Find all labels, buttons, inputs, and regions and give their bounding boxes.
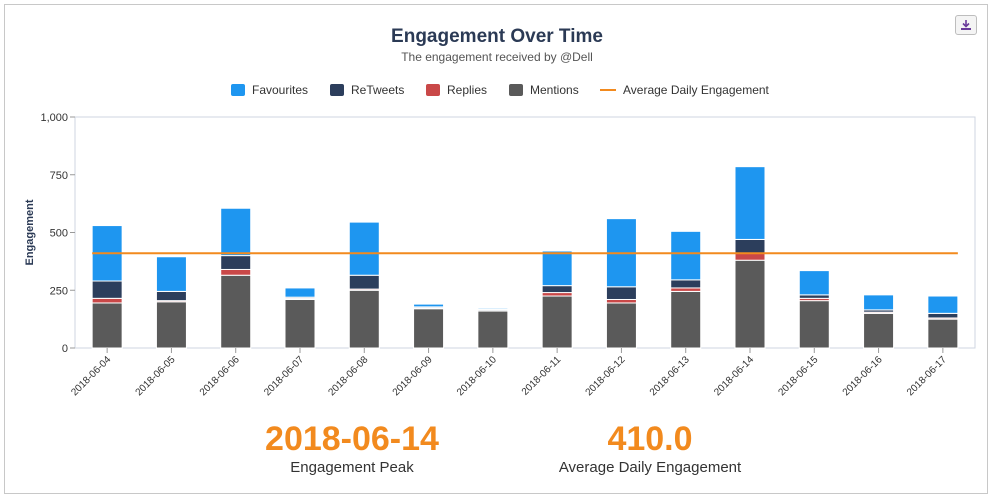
- bar-favourites-2018-06-10: [477, 307, 509, 310]
- bar-favourites-2018-06-15: [798, 270, 830, 296]
- chart-subtitle: The engagement received by @Dell: [401, 50, 593, 64]
- bar-favourites-2018-06-14: [734, 166, 766, 240]
- bar-mentions-2018-06-15: [798, 300, 830, 349]
- bar-mentions-2018-06-13: [670, 290, 702, 349]
- x-tick-label: 2018-06-15: [776, 354, 820, 398]
- legend-label-replies: Replies: [447, 83, 488, 97]
- legend-label-average: Average Daily Engagement: [623, 83, 769, 97]
- y-axis-title: Engagement: [24, 199, 36, 265]
- bar-replies-2018-06-06: [220, 268, 252, 276]
- bar-mentions-2018-06-04: [91, 302, 123, 349]
- bar-retweets-2018-06-11: [541, 285, 573, 294]
- bar-mentions-2018-06-10: [477, 310, 509, 349]
- x-tick-label: 2018-06-05: [134, 354, 178, 398]
- bar-mentions-2018-06-12: [605, 302, 637, 349]
- chart-legend: Favourites ReTweets Replies Mentions Ave…: [0, 82, 994, 98]
- x-tick-label: 2018-06-09: [391, 354, 435, 398]
- y-tick-label: 500: [50, 228, 68, 240]
- legend-swatch-favourites: [231, 84, 245, 96]
- x-tick-label: 2018-06-12: [584, 354, 628, 398]
- bar-replies-2018-06-13: [670, 287, 702, 292]
- kpi-average-value: 410.0: [607, 420, 693, 458]
- bar-replies-2018-06-11: [541, 292, 573, 297]
- legend-item-retweets[interactable]: ReTweets: [330, 82, 404, 98]
- legend-swatch-replies: [426, 84, 440, 96]
- legend-item-favourites[interactable]: Favourites: [231, 82, 308, 98]
- bar-mentions-2018-06-07: [284, 298, 316, 349]
- bar-retweets-2018-06-15: [798, 294, 830, 299]
- bar-favourites-2018-06-06: [220, 207, 252, 257]
- bar-favourites-2018-06-08: [348, 221, 380, 276]
- bar-mentions-2018-06-14: [734, 259, 766, 349]
- x-tick-label: 2018-06-17: [905, 354, 949, 398]
- bar-favourites-2018-06-09: [413, 303, 445, 308]
- bar-mentions-2018-06-06: [220, 274, 252, 349]
- legend-label-mentions: Mentions: [530, 83, 579, 97]
- bar-mentions-2018-06-16: [863, 312, 895, 349]
- kpi-peak-label: Engagement Peak: [290, 459, 414, 476]
- legend-swatch-retweets: [330, 84, 344, 96]
- x-tick-label: 2018-06-10: [455, 354, 499, 398]
- bar-retweets-2018-06-05: [155, 290, 187, 302]
- legend-swatch-mentions: [509, 84, 523, 96]
- legend-item-mentions[interactable]: Mentions: [509, 82, 579, 98]
- y-tick-label: 250: [50, 285, 68, 297]
- bar-mentions-2018-06-11: [541, 295, 573, 349]
- bar-favourites-2018-06-05: [155, 256, 187, 292]
- engagement-chart: 0 250 500 750 1,000 Engagement 2018-06-04 2018-…: [24, 112, 976, 398]
- download-button[interactable]: [955, 15, 977, 35]
- bar-retweets-2018-06-17: [927, 312, 959, 319]
- bar-favourites-2018-06-17: [927, 295, 959, 314]
- x-tick-label: 2018-06-08: [326, 354, 370, 398]
- bar-retweets-2018-06-12: [605, 286, 637, 300]
- legend-item-average-daily-engagement[interactable]: Average Daily Engagement: [600, 82, 769, 98]
- plot-area: [74, 116, 976, 349]
- x-tick-label: 2018-06-13: [648, 354, 692, 398]
- legend-item-replies[interactable]: Replies: [426, 82, 487, 98]
- legend-label-favourites: Favourites: [252, 83, 309, 97]
- chart-title: Engagement Over Time: [391, 26, 603, 47]
- bar-retweets-2018-06-04: [91, 280, 123, 299]
- download-icon: [961, 20, 971, 30]
- x-tick-label: 2018-06-11: [520, 354, 564, 398]
- bar-retweets-2018-06-06: [220, 255, 252, 270]
- bar-favourites-2018-06-07: [284, 287, 316, 298]
- x-tick-label: 2018-06-07: [262, 354, 306, 398]
- kpi-peak-value: 2018-06-14: [265, 420, 439, 458]
- y-tick-label: 1,000: [40, 112, 68, 124]
- bar-replies-2018-06-04: [91, 297, 123, 304]
- legend-swatch-average-line: [600, 89, 616, 91]
- bar-mentions-2018-06-17: [927, 318, 959, 349]
- x-tick-label: 2018-06-14: [712, 354, 756, 398]
- bar-replies-2018-06-12: [605, 298, 637, 304]
- bar-favourites-2018-06-13: [670, 230, 702, 281]
- bar-mentions-2018-06-08: [348, 289, 380, 349]
- bar-mentions-2018-06-09: [413, 308, 445, 349]
- x-tick-label: 2018-06-06: [198, 354, 242, 398]
- x-tick-label: 2018-06-16: [841, 354, 885, 398]
- kpi-average-label: Average Daily Engagement: [558, 459, 742, 476]
- bar-replies-2018-06-14: [734, 252, 766, 261]
- bar-retweets-2018-06-13: [670, 279, 702, 289]
- x-tick-label: 2018-06-04: [69, 354, 113, 398]
- y-tick-label: 750: [50, 170, 68, 182]
- bar-retweets-2018-06-08: [348, 274, 380, 290]
- bar-favourites-2018-06-11: [541, 250, 573, 287]
- bar-retweets-2018-06-14: [734, 238, 766, 254]
- bar-favourites-2018-06-16: [863, 294, 895, 311]
- y-tick-label: 0: [62, 343, 68, 355]
- bar-mentions-2018-06-05: [155, 301, 187, 349]
- legend-label-retweets: ReTweets: [351, 83, 405, 97]
